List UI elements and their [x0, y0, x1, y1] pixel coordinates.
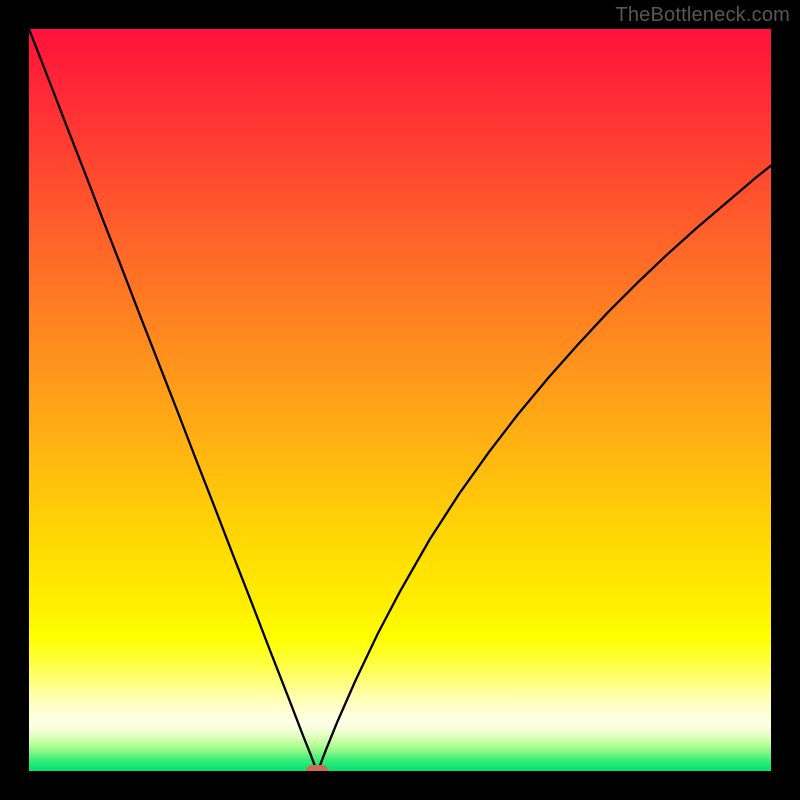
bottleneck-curve: [29, 29, 771, 771]
minimum-marker: [306, 765, 328, 771]
plot-area: [29, 29, 771, 771]
watermark-text: TheBottleneck.com: [615, 4, 790, 27]
